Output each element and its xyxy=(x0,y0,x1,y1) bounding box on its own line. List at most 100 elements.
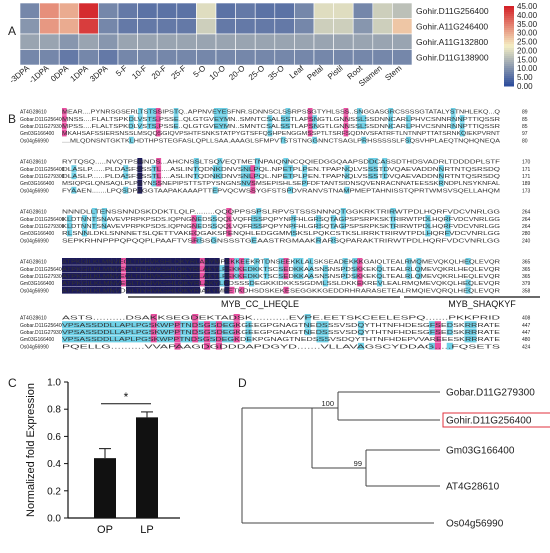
color-scale-tick-label: 30.00 xyxy=(517,29,538,38)
alignment-residue-shading xyxy=(213,108,219,115)
alignment-residue-shading xyxy=(81,279,87,287)
alignment-residue-shading xyxy=(368,172,374,180)
alignment-residue-shading xyxy=(416,258,422,265)
alignment-residue-shading xyxy=(156,158,162,165)
tree-leaf-label: AT4G28610 xyxy=(446,482,500,493)
heatmap-column-label: 0DPA xyxy=(49,63,71,83)
heatmap-column-label: 10-O xyxy=(208,64,227,82)
alignment-residue-shading xyxy=(106,272,112,280)
heatmap-cell xyxy=(176,49,197,66)
alignment-residue-shading xyxy=(168,328,175,336)
heatmap-cell xyxy=(254,49,276,66)
alignment-residue-shading xyxy=(175,279,181,287)
alignment-residue-shading xyxy=(168,335,175,343)
heatmap-cell xyxy=(215,49,236,66)
alignment-residue-shading xyxy=(343,129,349,137)
heatmap-column-label: 20-F xyxy=(150,64,168,82)
alignment-residue-shading xyxy=(173,115,179,122)
alignment-residue-shading xyxy=(127,335,134,343)
alignment-residue-shading xyxy=(91,265,97,272)
sequence-alignment: AT4G28610 MEAR....PYNRSGSERLTSTSSIPSTQ..A… xyxy=(20,108,540,350)
alignment-residue-shading xyxy=(71,279,77,287)
heatmap-cell xyxy=(235,2,256,19)
alignment-residue-shading xyxy=(125,258,132,265)
alignment-residue-shading xyxy=(144,321,151,328)
alignment-residue-shading xyxy=(180,286,186,294)
bar-op xyxy=(94,458,116,518)
alignment-residue-shading xyxy=(390,208,396,215)
alignment-residue-shading xyxy=(221,335,228,343)
alignment-residue-shading xyxy=(218,115,224,122)
color-scale-tick-label: 45.00 xyxy=(517,2,538,11)
alignment-residue-shading xyxy=(217,172,223,180)
alignment-residue-shading xyxy=(165,286,171,294)
alignment-residue-shading xyxy=(155,286,161,294)
alignment-residue-shading xyxy=(130,265,137,272)
alignment-residue-shading xyxy=(73,328,80,336)
alignment-residue-shading xyxy=(357,265,363,272)
alignment-residue-shading xyxy=(199,279,205,287)
alignment-residue-shading xyxy=(111,286,117,294)
color-scale-segment xyxy=(504,18,514,21)
alignment-residue-shading xyxy=(446,328,453,336)
alignment-residue-shading xyxy=(175,258,181,265)
alignment-sequence-end-position: 379 xyxy=(522,281,531,287)
alignment-residue-shading xyxy=(267,115,273,122)
alignment-residue-shading xyxy=(170,258,176,265)
heatmap-cell xyxy=(176,33,197,50)
color-scale-segment xyxy=(504,74,514,77)
alignment-sequence-name: AT4G28610 xyxy=(20,210,47,216)
alignment-residue-shading xyxy=(156,172,162,180)
alignment-residue-shading xyxy=(250,172,256,180)
heatmap-column-label: -3DPA xyxy=(8,63,32,85)
alignment-sequence-residues: NNNDLLTENSSNNDSKDDKTLQLP.........QQQPPSS… xyxy=(62,210,500,216)
alignment-residue-shading xyxy=(85,335,92,343)
alignment-residue-shading xyxy=(194,265,200,272)
alignment-sequence-name: Gobar.D11G279300 xyxy=(20,330,65,336)
alignment-residue-shading xyxy=(192,314,199,321)
alignment-residue-shading xyxy=(219,272,225,280)
alignment-residue-shading xyxy=(185,279,191,287)
alignment-residue-shading xyxy=(278,265,284,272)
alignment-residue-shading xyxy=(199,272,205,280)
alignment-sequence-residues: MKAHSAFSSIERSNSSLMSQQSGIQVPSHTFSNKSTATPY… xyxy=(62,131,501,137)
alignment-residue-shading xyxy=(175,265,181,272)
alignment-residue-shading xyxy=(342,265,348,272)
color-scale-segment xyxy=(504,52,514,55)
alignment-residue-shading xyxy=(96,258,102,265)
heatmap-cell xyxy=(137,2,158,19)
alignment-residue-shading xyxy=(304,328,311,336)
alignment-residue-shading xyxy=(138,335,146,343)
heatmap-cell xyxy=(98,18,119,35)
alignment-residue-shading xyxy=(196,236,202,244)
alignment-residue-shading xyxy=(185,272,191,280)
alignment-residue-shading xyxy=(450,122,456,130)
alignment-residue-shading xyxy=(288,172,293,180)
alignment-residue-shading xyxy=(438,165,444,172)
alignment-residue-shading xyxy=(180,335,187,343)
alignment-sequence-name: Gobar.D11G279300 xyxy=(20,174,65,180)
alignment-residue-shading xyxy=(356,122,362,130)
alignment-sequence-residues: DLASLP......PLDASFSSSTL....ASLINTQDNKDNV… xyxy=(62,174,500,180)
alignment-residue-shading xyxy=(215,328,223,336)
alignment-residue-shading xyxy=(425,215,431,222)
alignment-residue-shading xyxy=(150,328,157,336)
alignment-sequence-end-position: 264 xyxy=(522,217,531,223)
alignment-residue-shading xyxy=(357,279,363,287)
color-scale-segment xyxy=(504,48,514,51)
heatmap-cell xyxy=(372,18,393,35)
alignment-sequence-name: Gobar.D11G256400 xyxy=(20,267,65,273)
alignment-sequence-end-position: 85 xyxy=(522,124,528,130)
alignment-residue-shading xyxy=(459,122,465,130)
alignment-residue-shading xyxy=(290,215,297,222)
alignment-residue-shading xyxy=(106,286,112,294)
alignment-residue-shading xyxy=(170,272,176,280)
heatmap-cell xyxy=(156,2,178,19)
y-axis-label: Normalized fold Expression xyxy=(25,383,37,517)
heatmap-cell xyxy=(98,33,119,50)
alignment-residue-shading xyxy=(81,272,87,280)
heatmap-cell xyxy=(294,33,315,50)
alignment-residue-shading xyxy=(133,321,140,328)
heatmap-cell xyxy=(39,33,60,50)
alignment-residue-shading xyxy=(86,258,92,265)
